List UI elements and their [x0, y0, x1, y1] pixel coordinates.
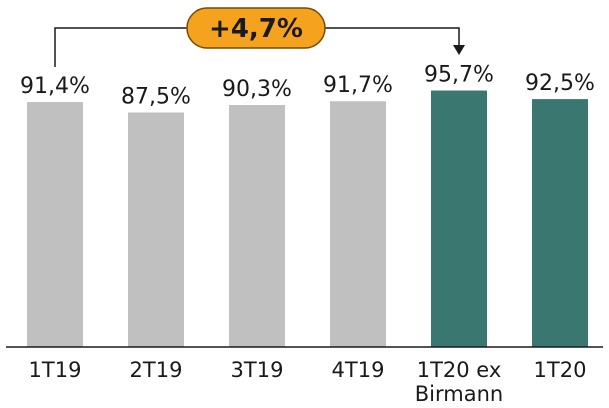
callout-arrowhead [453, 45, 465, 55]
value-label-2: 87,5% [121, 85, 191, 110]
bar-3 [229, 104, 285, 347]
value-label-1: 91,4% [20, 74, 90, 99]
value-label-4: 91,7% [323, 73, 393, 98]
category-label-4: 4T19 [332, 358, 385, 382]
category-label-3: 3T19 [231, 358, 284, 382]
category-label-1: 1T19 [29, 358, 82, 382]
callout-badge-text: +4,7% [209, 14, 303, 44]
category-label-5-line-2: Birmann [415, 382, 503, 406]
value-labels-layer: 91,4% 87,5% 90,3% 91,7% 95,7% 92,5% [20, 63, 595, 110]
bar-4 [330, 101, 386, 347]
category-label-5-line-1: 1T20 ex [417, 358, 502, 382]
callout-badge [186, 7, 326, 49]
bar-6 [532, 99, 588, 347]
bar-5 [431, 90, 487, 348]
value-label-3: 90,3% [222, 77, 292, 102]
bars-layer [27, 90, 588, 348]
bar-2 [128, 112, 184, 347]
bar-1 [27, 102, 83, 347]
category-label-6: 1T20 [534, 358, 587, 382]
category-label-2: 2T19 [130, 358, 183, 382]
value-label-6: 92,5% [525, 71, 595, 96]
change-callout: +4,7% [54, 7, 465, 67]
value-label-5: 95,7% [424, 63, 494, 88]
